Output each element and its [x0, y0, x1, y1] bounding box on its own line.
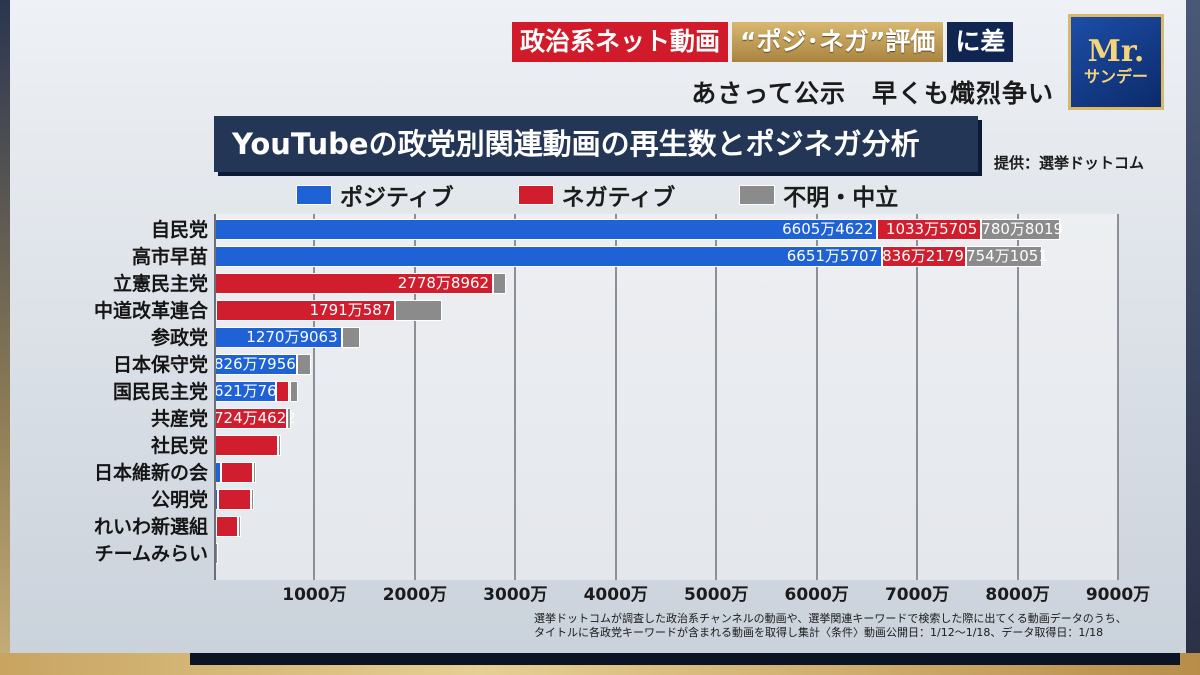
category-label: 中道改革連合 — [93, 300, 208, 322]
data-label-positive: 6605万4622 — [782, 220, 874, 238]
category-label: 公明党 — [150, 489, 208, 511]
headline-part-1: 政治系ネット動画 — [512, 22, 729, 62]
right-decor-stripe — [1186, 0, 1200, 675]
category-label: 国民民主党 — [112, 381, 208, 403]
data-label-negative: 836万2179 — [882, 247, 964, 265]
bar-segment-neutral — [981, 219, 1060, 240]
x-tick-label: 7000万 — [884, 585, 950, 605]
legend-swatch-negative — [517, 185, 554, 205]
bar-segment-neutral — [237, 516, 241, 537]
gridline — [313, 214, 316, 580]
category-label: 日本維新の会 — [93, 462, 208, 484]
category-label: 共産党 — [150, 408, 208, 430]
left-decor-stripe — [0, 0, 10, 675]
y-axis-line — [214, 214, 216, 580]
bar-segment-neutral — [289, 381, 298, 402]
data-label-positive: 1270万9063 — [246, 328, 338, 346]
x-tick-label: 1000万 — [282, 585, 347, 605]
bar-segment-neutral — [251, 489, 255, 510]
bar-segment-negative — [877, 219, 982, 240]
x-tick-label: 2000万 — [382, 585, 448, 605]
x-tick-label: 9000万 — [1085, 585, 1151, 605]
gridline — [514, 214, 517, 580]
headline-part-2: “ポジ･ネガ”評価 — [732, 22, 944, 62]
category-label: 社民党 — [150, 435, 208, 457]
x-tick-label: 8000万 — [985, 585, 1050, 605]
headline-bar: 政治系ネット動画 “ポジ･ネガ”評価 に差 — [512, 20, 1014, 64]
x-tick-label: 4000万 — [583, 585, 648, 605]
x-tick-label: 3000万 — [483, 585, 548, 605]
bar-segment-neutral — [297, 354, 312, 375]
chart-legend: ポジティブ ネガティブ 不明・中立 — [296, 178, 962, 212]
bar-segment-neutral — [286, 408, 291, 429]
plot-area: 6605万4622 1033万5705 780万8019 6651万5707 836万2… — [214, 214, 1119, 580]
data-label-neutral: 754万1051 — [966, 247, 1048, 265]
category-label: 高市早苗 — [131, 246, 208, 268]
category-label: 立憲民主党 — [112, 273, 208, 295]
data-label-negative: 1791万587 — [309, 301, 392, 319]
bar-segment-neutral — [253, 462, 257, 483]
data-label-negative: 2778万8962 — [397, 274, 490, 292]
gridline — [413, 214, 416, 580]
bar-segment-neutral — [966, 246, 1042, 267]
logo-sub-text: サンデー — [1083, 67, 1148, 86]
legend-swatch-positive — [296, 185, 332, 205]
program-logo: Mr. サンデー — [1068, 14, 1164, 110]
bar-segment-neutral — [493, 273, 507, 294]
bar-segment-negative — [215, 516, 238, 537]
bar-segment-negative — [221, 462, 254, 483]
gridline — [916, 214, 919, 580]
gridline — [614, 214, 617, 580]
chart-title: YouTubeの政党別関連動画の再生数とポジネガ分析 — [214, 116, 978, 172]
data-label-negative: 1033万5705 — [885, 220, 978, 238]
data-label-negative: 724万4622 — [214, 409, 296, 427]
bottom-dark-band — [190, 653, 1180, 665]
headline-part-3: に差 — [947, 22, 1014, 62]
bar-segment-negative — [214, 435, 279, 456]
bar-segment-negative — [882, 246, 967, 267]
data-label-positive: 621万7621 — [214, 382, 296, 400]
source-credit: 提供：選挙ドットコム — [994, 154, 1145, 172]
logo-main-text: Mr. — [1087, 34, 1145, 69]
data-label-neutral: 780万8019 — [981, 220, 1064, 238]
bar-segment-neutral — [395, 300, 442, 321]
category-label: 参政党 — [150, 327, 208, 349]
bar-segment-negative — [276, 381, 290, 402]
footnote: 選挙ドットコムが調査した政治系チャンネルの動画や、選挙関連キーワードで検索した際… — [534, 612, 1164, 640]
gridline — [1016, 214, 1019, 580]
legend-item-positive: ポジティブ — [296, 178, 454, 212]
legend-swatch-neutral — [739, 185, 776, 205]
legend-item-neutral: 不明・中立 — [739, 178, 898, 212]
footnote-line-2: タイトルに各政党キーワードが含まれる動画を取得し集計〈条件〉動画公開日：1/12… — [534, 626, 1104, 639]
category-label: 自民党 — [150, 219, 208, 241]
category-label: チームみらい — [94, 543, 208, 565]
gridline — [815, 214, 818, 580]
gridline — [715, 214, 718, 580]
x-tick-label: 5000万 — [684, 585, 749, 605]
gridline — [1117, 214, 1119, 580]
subheadline: あさって公示 早くも熾烈争い — [691, 79, 1054, 108]
bar-segment-neutral — [341, 327, 360, 348]
x-tick-label: 6000万 — [784, 585, 849, 605]
data-label-positive: 826万7956 — [214, 355, 296, 373]
legend-item-negative: ネガティブ — [517, 178, 676, 212]
legend-label-positive: ポジティブ — [340, 185, 454, 211]
category-label: 日本保守党 — [112, 354, 208, 376]
category-label: れいわ新選組 — [93, 516, 208, 538]
footnote-line-1: 選挙ドットコムが調査した政治系チャンネルの動画や、選挙関連キーワードで検索した際… — [534, 612, 1127, 625]
legend-label-negative: ネガティブ — [561, 185, 676, 211]
bar-segment-neutral — [278, 435, 282, 456]
bar-segment-negative — [218, 489, 252, 510]
data-label-positive: 6651万5707 — [786, 247, 879, 265]
legend-label-neutral: 不明・中立 — [783, 185, 899, 211]
